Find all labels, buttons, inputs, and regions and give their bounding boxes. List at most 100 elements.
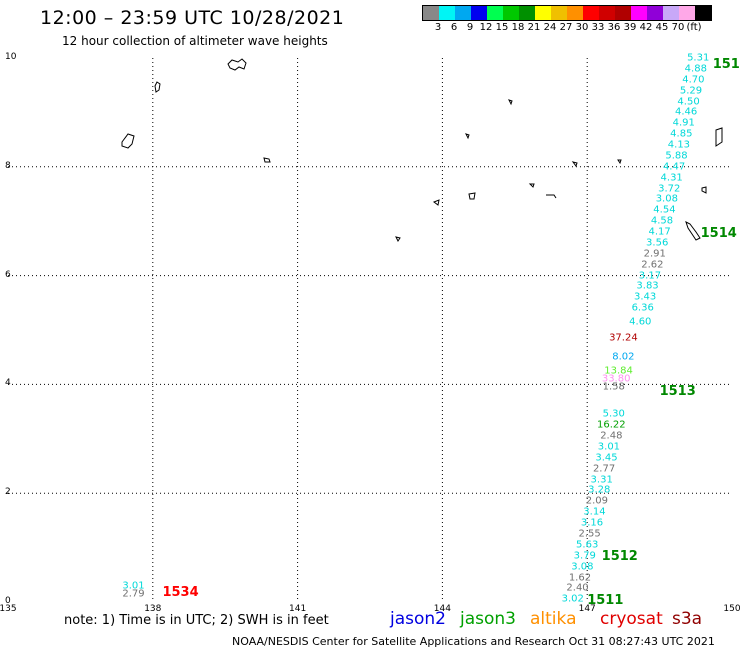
longitude-tick: 144 (433, 604, 451, 614)
color-swatch (551, 6, 567, 20)
wave-height-value: 3.01 (122, 580, 145, 592)
footer-note: note: 1) Time is in UTC; 2) SWH is in fe… (64, 613, 329, 628)
wave-height-value: 2.40 (566, 582, 589, 594)
longitude-tick: 141 (289, 604, 307, 614)
color-swatch (599, 6, 615, 20)
color-scale-label: 9 (466, 22, 474, 33)
wave-height-value: 6.36 (631, 302, 654, 314)
wave-height-value: 3.17 (638, 270, 662, 282)
wave-height-value: 5.29 (679, 85, 703, 97)
color-swatch (535, 6, 551, 20)
wave-height-value: 3.08 (571, 561, 594, 573)
island (508, 99, 513, 106)
wave-height-value: 2.91 (643, 248, 666, 260)
color-swatch (567, 6, 583, 20)
longitude-tick: 147 (578, 604, 596, 614)
wave-height-value: 5.31 (687, 52, 710, 64)
landmasses (121, 58, 723, 242)
color-scale-label: 6 (450, 22, 458, 33)
wave-height-value: 3.28 (588, 484, 611, 496)
pass-number: 151 (712, 57, 740, 73)
wave-height-value: 4.54 (653, 204, 676, 216)
latitude-tick: 0 (5, 596, 11, 606)
color-scale-label: 39 (623, 22, 637, 33)
wave-height-value: 2.79 (122, 588, 145, 600)
wave-height-value: 3.72 (658, 183, 681, 195)
island (395, 236, 401, 242)
color-scale-label: 27 (559, 22, 573, 33)
wave-height-value: 13.84 (604, 365, 633, 377)
wave-height-value: 4.60 (629, 316, 652, 328)
legend-entry: jason2 (390, 609, 446, 629)
latitude-tick: 2 (5, 487, 11, 498)
wave-height-value: 4.58 (650, 215, 674, 227)
color-scale-label: 18 (511, 22, 525, 33)
island (715, 127, 723, 147)
latitude-tick: 4 (5, 378, 11, 389)
legend-entry: cryosat (600, 609, 663, 629)
wave-height-value: 3.16 (580, 517, 604, 529)
wave-height-value: 16.22 (597, 419, 626, 431)
longitude-tick: 135 (0, 604, 17, 614)
island (154, 81, 161, 93)
wave-height-value: 5.88 (665, 150, 688, 162)
wave-height-value: 3.43 (633, 291, 657, 303)
wave-height-value: 2.77 (592, 463, 616, 475)
latitude-tick: 8 (5, 160, 11, 171)
wave-height-value: 3.79 (573, 550, 596, 562)
wave-height-value: 4.85 (670, 128, 693, 140)
map-subtitle: 12 hour collection of altimeter wave hei… (62, 34, 328, 48)
color-scale-label: 45 (655, 22, 669, 33)
wave-height-value: 4.17 (648, 226, 671, 238)
legend-entry: altika (530, 609, 577, 629)
color-scale-label: 33 (591, 22, 605, 33)
color-swatch (503, 6, 519, 20)
color-swatch (663, 6, 679, 20)
wave-height-value: 3.08 (655, 193, 678, 205)
island (263, 157, 271, 163)
wave-height-value: 4.46 (675, 106, 698, 118)
color-swatch (471, 6, 487, 20)
wave-height-value: 33.80 (601, 373, 631, 385)
color-scale-label: (ft) (686, 22, 702, 33)
wave-height-value: 4.47 (662, 161, 686, 173)
color-scale-label: 21 (527, 22, 541, 33)
wave-height-value: 3.56 (646, 237, 669, 249)
wave-height-value: 4.91 (672, 117, 695, 129)
color-swatch (695, 6, 711, 20)
longitude-tick: 150 (723, 604, 740, 614)
wave-height-value: 3.14 (583, 506, 606, 518)
wave-height-value: 3.31 (590, 474, 613, 486)
wave-height-value: 2.55 (578, 528, 601, 540)
wave-height-value: 2.48 (600, 430, 623, 442)
map-title: 12:00 – 23:59 UTC 10/28/2021 (40, 7, 345, 29)
latitude-tick: 6 (5, 269, 11, 280)
wave-height-value: 3.83 (636, 280, 659, 292)
wave-height-value: 4.50 (677, 96, 700, 108)
latitude-tick: 10 (5, 52, 17, 62)
color-scale-label: 24 (543, 22, 557, 33)
pass-number: 1534 (162, 584, 199, 600)
island (528, 183, 535, 188)
color-scale-label: 30 (575, 22, 589, 33)
island (617, 159, 622, 165)
island (227, 58, 247, 71)
color-swatch (679, 6, 695, 20)
color-scale-label: 36 (607, 22, 621, 33)
wave-height-value: 37.24 (609, 332, 638, 344)
color-swatch (439, 6, 455, 20)
island (121, 133, 135, 149)
color-scale-label: 15 (495, 22, 509, 33)
wave-height-value: 5.30 (602, 408, 625, 420)
wave-height-value: 4.13 (667, 139, 691, 151)
wave-height-value: 1.62 (568, 572, 592, 584)
color-swatch (647, 6, 663, 20)
legend-entry: jason3 (460, 609, 516, 629)
island (685, 221, 701, 241)
color-scale-label: 3 (434, 22, 442, 33)
wave-height-value: 3.01 (597, 441, 621, 453)
wave-height-value: 4.70 (682, 74, 705, 86)
island (546, 194, 557, 199)
lat-lon-grid (8, 58, 732, 602)
